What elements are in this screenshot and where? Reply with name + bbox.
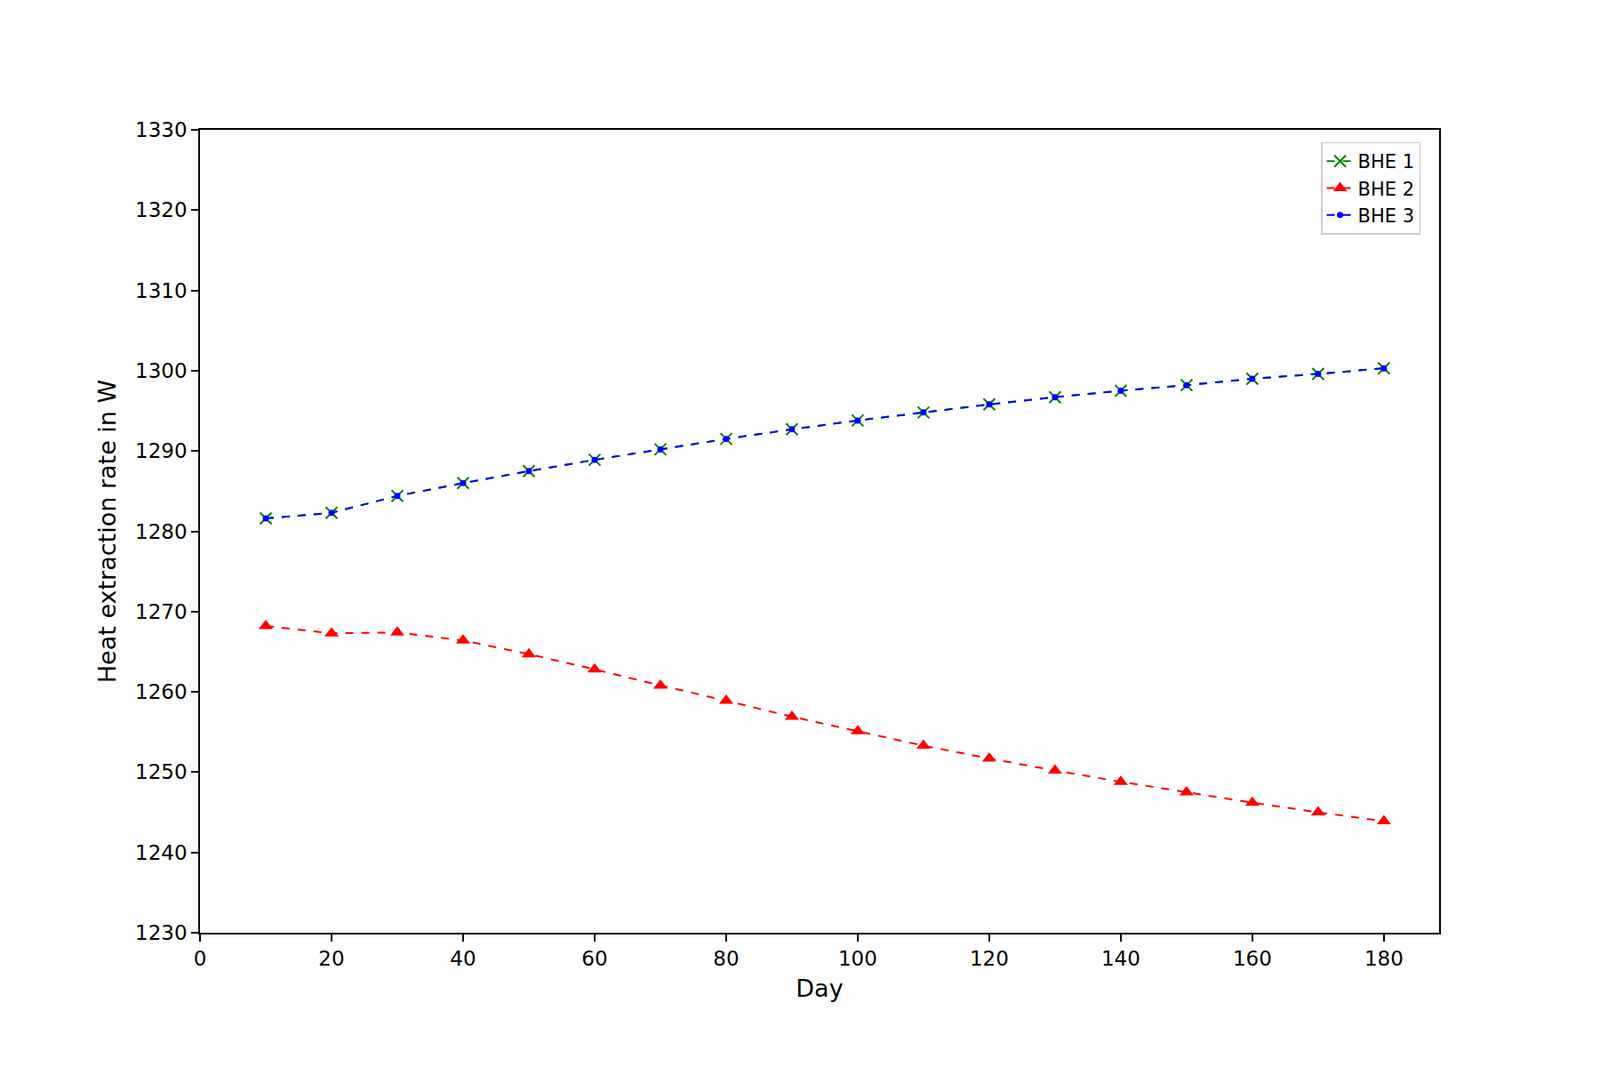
- svg-text:60: 60: [581, 946, 608, 970]
- svg-text:1240: 1240: [135, 840, 188, 864]
- svg-text:40: 40: [449, 946, 476, 970]
- svg-text:BHE 1: BHE 1: [1358, 151, 1416, 173]
- svg-text:1280: 1280: [135, 520, 188, 544]
- svg-text:1250: 1250: [135, 760, 188, 784]
- svg-text:1310: 1310: [135, 279, 188, 303]
- svg-text:1260: 1260: [135, 680, 188, 704]
- svg-text:1290: 1290: [135, 439, 188, 463]
- svg-text:1300: 1300: [135, 359, 188, 383]
- svg-text:20: 20: [318, 946, 344, 970]
- svg-text:160: 160: [1232, 946, 1272, 970]
- svg-text:Day: Day: [795, 974, 843, 1002]
- svg-text:1270: 1270: [135, 600, 188, 624]
- svg-text:1230: 1230: [135, 920, 188, 944]
- svg-text:1330: 1330: [135, 118, 188, 142]
- svg-text:80: 80: [712, 946, 739, 970]
- svg-text:140: 140: [1101, 946, 1141, 970]
- svg-text:100: 100: [838, 946, 878, 970]
- svg-text:180: 180: [1364, 946, 1404, 970]
- svg-text:BHE 2: BHE 2: [1358, 178, 1416, 200]
- svg-text:0: 0: [193, 946, 208, 970]
- svg-text:120: 120: [969, 946, 1009, 970]
- svg-text:Heat extraction rate in W: Heat extraction rate in W: [93, 379, 121, 683]
- svg-text:1320: 1320: [135, 198, 188, 222]
- svg-text:BHE 3: BHE 3: [1358, 205, 1416, 227]
